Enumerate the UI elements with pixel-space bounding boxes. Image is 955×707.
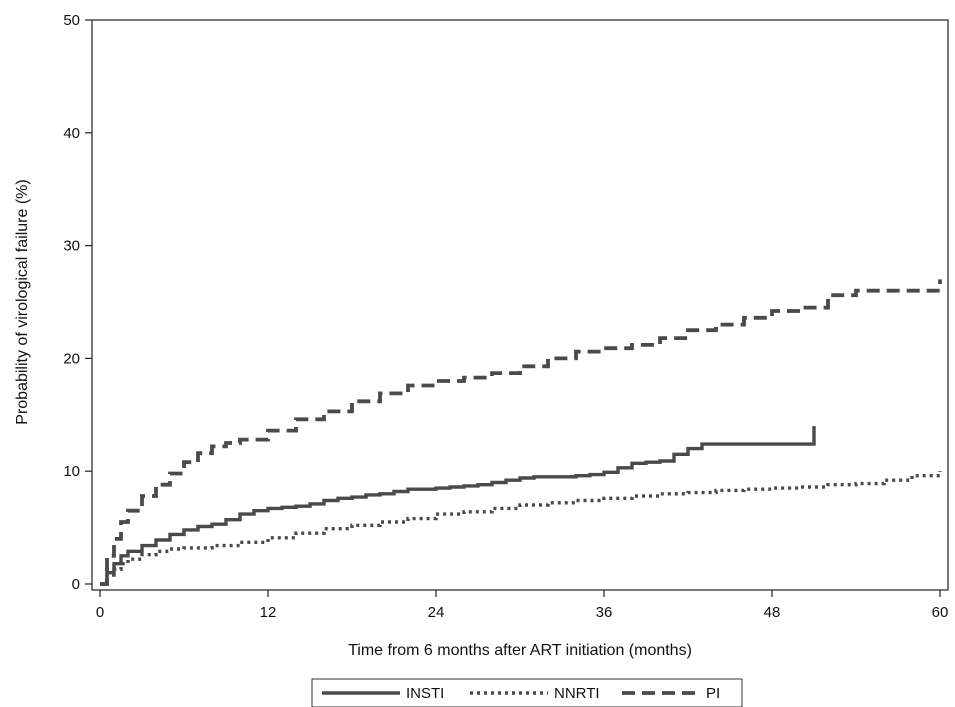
legend-label-insti: INSTI [406, 685, 444, 702]
y-tick-label: 20 [63, 350, 80, 367]
x-tick-label: 24 [428, 604, 445, 621]
plot-frame [91, 19, 949, 591]
y-axis: 0 10 20 30 40 50 [63, 12, 92, 593]
legend-label-nnrti: NNRTI [554, 685, 600, 702]
y-tick-label: 0 [72, 576, 80, 593]
x-axis-label: Time from 6 months after ART initiation … [348, 642, 692, 659]
y-tick-label: 30 [63, 238, 80, 255]
series-layer [100, 279, 942, 586]
legend: INSTI NNRTI PI [311, 678, 743, 707]
series-line-nnrti [100, 471, 942, 586]
series-line-pi [100, 279, 942, 586]
y-tick-label: 40 [63, 125, 80, 142]
y-tick-label: 10 [63, 463, 80, 480]
y-axis-label: Probability of virological failure (%) [14, 179, 31, 424]
x-axis: 0 12 24 36 48 60 [96, 590, 949, 621]
x-tick-label: 36 [596, 604, 613, 621]
x-tick-label: 60 [932, 604, 949, 621]
x-tick-label: 0 [96, 604, 104, 621]
x-tick-label: 12 [260, 604, 277, 621]
series-line-insti [100, 426, 816, 586]
x-tick-label: 48 [764, 604, 781, 621]
plot-border [91, 19, 949, 591]
legend-label-pi: PI [706, 685, 720, 702]
y-tick-label: 50 [63, 12, 80, 29]
